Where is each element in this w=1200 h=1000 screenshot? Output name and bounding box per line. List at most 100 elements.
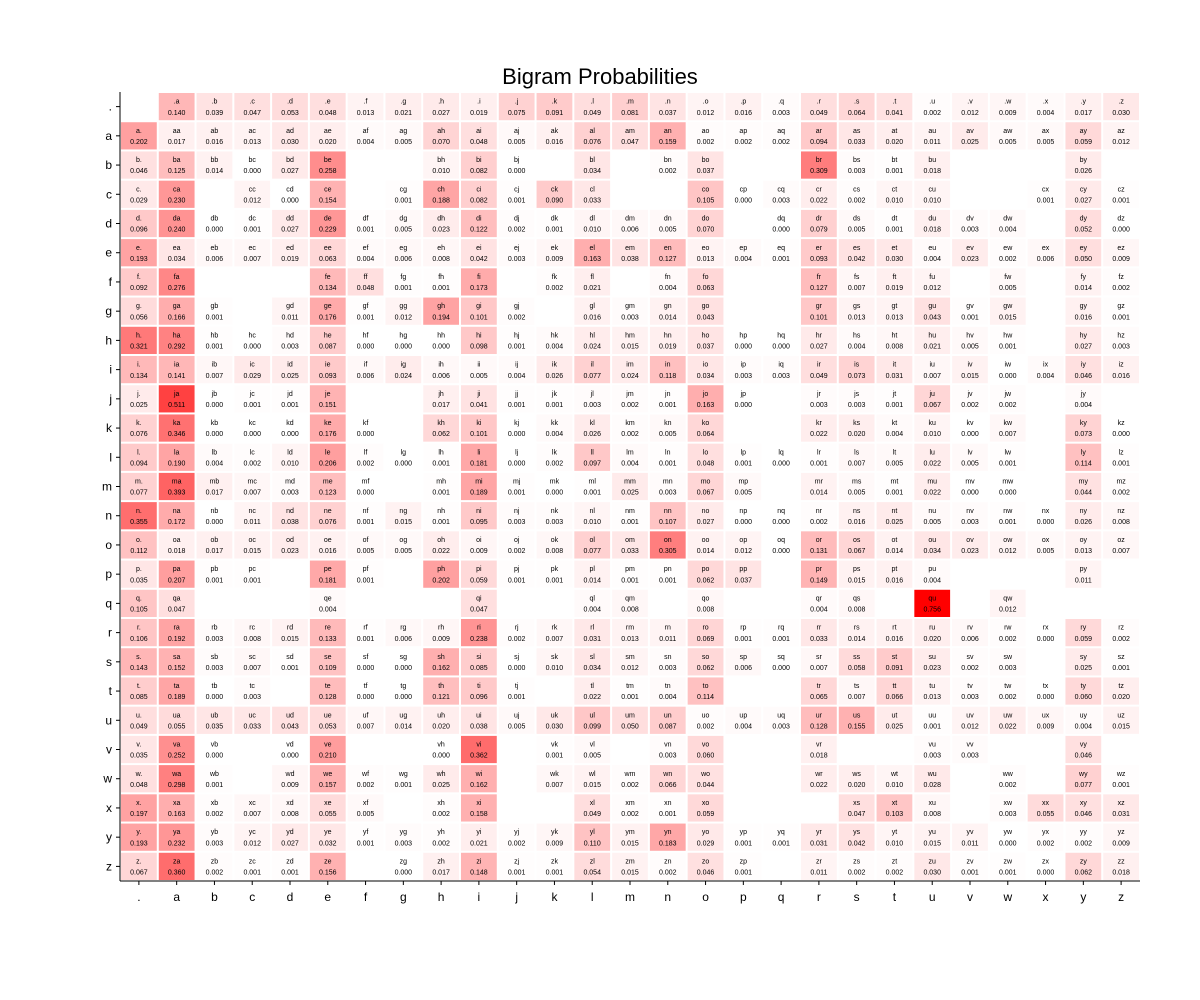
cell-value-label-nc: 0.011 (244, 519, 261, 526)
heatmap-cell-pu (914, 560, 951, 588)
cell-bigram-label-mh: mh (436, 479, 446, 486)
heatmap-cell-ap (725, 122, 762, 150)
cell-bigram-label-ai: ai (476, 128, 482, 135)
cell-bigram-label-gg: gg (399, 303, 407, 310)
cell-value-label-nt: 0.025 (886, 519, 904, 526)
heatmap-cell-jc (234, 385, 271, 413)
cell-value-label-si: 0.085 (470, 665, 488, 672)
cell-bigram-label-fy: fy (1081, 274, 1087, 281)
cell-bigram-label-vy: vy (1080, 742, 1088, 749)
heatmap-cell-pt (876, 560, 913, 588)
cell-bigram-label-.t: .t (892, 99, 896, 106)
heatmap-cell-he (309, 326, 346, 354)
x-tick-label: e (324, 890, 331, 904)
cell-value-label-pk: 0.001 (546, 577, 564, 584)
cell-bigram-label-nw: nw (1003, 508, 1013, 515)
heatmap-cell-cr (801, 180, 837, 208)
cell-value-label-pf: 0.001 (357, 577, 375, 584)
heatmap-cell-fr (801, 268, 837, 296)
cell-bigram-label-mm: mm (624, 479, 636, 486)
cell-bigram-label-d.: d. (136, 216, 142, 223)
cell-bigram-label-ch: ch (437, 186, 445, 193)
cell-value-label-oa: 0.018 (168, 548, 186, 555)
cell-value-label-t.: 0.085 (130, 694, 148, 701)
cell-value-label-sj: 0.000 (508, 665, 526, 672)
cell-bigram-label-sp: sp (740, 654, 748, 661)
heatmap-cell-pc (234, 560, 271, 588)
heatmap-cell-tl (574, 677, 611, 705)
cell-bigram-label-ae: ae (324, 128, 332, 135)
cell-value-label-eg: 0.006 (395, 256, 413, 263)
heatmap-cell-zj (498, 852, 535, 880)
cell-bigram-label-jt: jt (892, 391, 897, 398)
cell-bigram-label-cx: cx (1042, 186, 1050, 193)
cell-bigram-label-rd: rd (287, 625, 293, 632)
cell-value-label-tr: 0.065 (810, 694, 828, 701)
cell-value-label-qm: 0.008 (621, 607, 639, 614)
heatmap-cell-oe (309, 531, 346, 559)
cell-value-label-.d: 0.053 (281, 110, 299, 117)
cell-value-label-rr: 0.033 (810, 636, 828, 643)
cell-bigram-label-yv: yv (967, 829, 975, 836)
heatmap-cell-st (876, 648, 913, 676)
cell-bigram-label-yy: yy (1080, 829, 1088, 836)
cell-bigram-label-xs: xs (853, 800, 861, 807)
y-tick-label: u (105, 713, 112, 727)
cell-value-label-mc: 0.007 (243, 490, 261, 497)
heatmap-cell-mn (649, 472, 686, 501)
heatmap-cell-mp (725, 472, 762, 501)
cell-value-label-ra: 0.192 (168, 636, 186, 643)
cell-bigram-label-pl: pl (589, 566, 595, 573)
cell-bigram-label-ya: ya (173, 829, 181, 836)
heatmap-cell-nd (272, 502, 308, 530)
cell-value-label-ki: 0.101 (470, 431, 488, 438)
heatmap-cell-bo (687, 151, 724, 179)
cell-value-label-sz: 0.001 (1112, 665, 1130, 672)
cell-bigram-label-ew: ew (1003, 245, 1013, 252)
cell-bigram-label-.n: .n (665, 99, 671, 106)
heatmap-cell-wk (536, 765, 573, 793)
x-tick-label: . (137, 890, 140, 904)
cell-value-label-kv: 0.000 (961, 431, 979, 438)
cell-value-label-zl: 0.054 (583, 870, 601, 877)
cell-value-label-ls: 0.007 (848, 460, 866, 467)
heatmap-cell-hs (838, 326, 875, 354)
cell-bigram-label-ek: ek (551, 245, 559, 252)
cell-value-label-lj: 0.000 (508, 460, 526, 467)
x-tick-label: c (249, 890, 255, 904)
cell-bigram-label-kh: kh (437, 420, 445, 427)
cell-bigram-label-ly: ly (1081, 449, 1087, 456)
heatmap-cell-id (272, 356, 308, 384)
heatmap-cell-nj (498, 502, 535, 530)
heatmap-cell-gw (989, 297, 1026, 325)
cell-bigram-label-.q: .q (778, 99, 784, 106)
cell-value-label-mw: 0.000 (999, 490, 1017, 497)
cell-bigram-label-rc: rc (249, 625, 255, 632)
heatmap-cell-ha (158, 326, 195, 354)
cell-value-label-hc: 0.000 (243, 344, 261, 351)
cell-value-label-ew: 0.002 (999, 256, 1017, 263)
cell-bigram-label-to: to (703, 683, 709, 690)
cell-bigram-label-lq: lq (778, 449, 784, 456)
heatmap-cell-ia (158, 356, 195, 384)
cell-value-label-tm: 0.001 (621, 694, 639, 701)
cell-value-label-oi: 0.009 (470, 548, 488, 555)
heatmap-cell-ri (461, 619, 497, 647)
cell-value-label-zk: 0.001 (546, 870, 564, 877)
cell-bigram-label-ib: ib (212, 362, 218, 369)
cell-bigram-label-xo: xo (702, 800, 710, 807)
cell-value-label-me: 0.123 (319, 490, 337, 497)
cell-bigram-label-ea: ea (173, 245, 181, 252)
heatmap-cell-jj (498, 385, 535, 413)
heatmap-cell-hq (763, 326, 799, 354)
cell-value-label-zz: 0.018 (1112, 870, 1130, 877)
cell-value-label-fe: 0.134 (319, 285, 337, 292)
heatmap-cell-fs (838, 268, 875, 296)
cell-bigram-label-hj: hj (514, 332, 520, 339)
cell-value-label-rn: 0.011 (659, 636, 676, 643)
cell-value-label-id: 0.025 (281, 373, 299, 380)
cell-bigram-label-ot: ot (892, 537, 898, 544)
cell-bigram-label-zl: zl (590, 858, 596, 865)
cell-value-label-to: 0.114 (697, 694, 714, 701)
cell-bigram-label-jj: jj (514, 391, 519, 398)
